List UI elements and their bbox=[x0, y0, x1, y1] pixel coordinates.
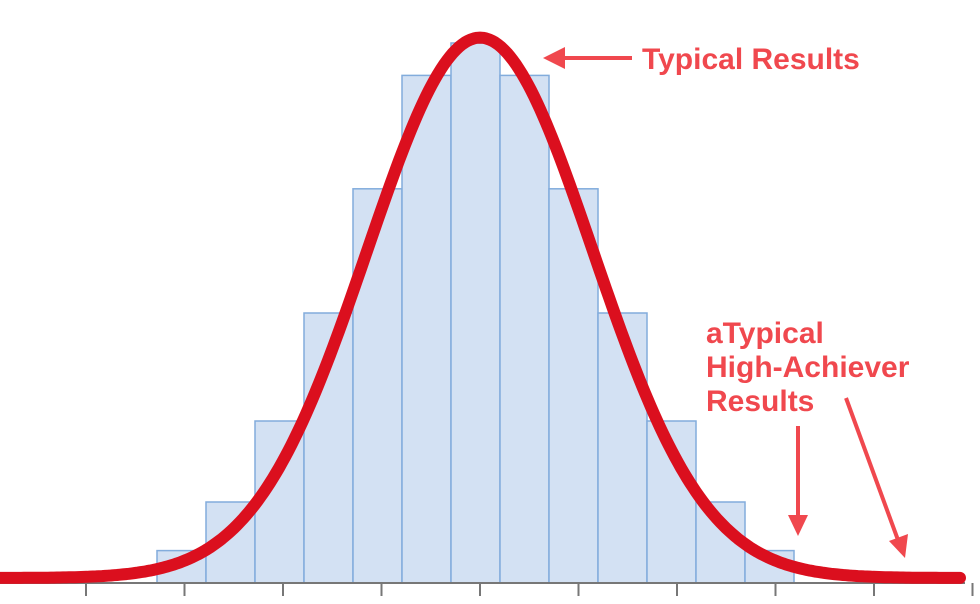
typical-arrow-head bbox=[543, 47, 565, 69]
atypical-label-line1: aTypical bbox=[706, 317, 824, 350]
atypical-label-line2: High-Achiever bbox=[706, 351, 910, 384]
histogram-bar bbox=[352, 188, 403, 584]
normal-curve bbox=[0, 31, 966, 584]
histogram-bar bbox=[401, 74, 452, 584]
histogram-bar bbox=[499, 74, 550, 584]
histogram-bar bbox=[450, 42, 501, 584]
atypical-label-line3: Results bbox=[706, 385, 814, 418]
annotations: Typical Results aTypical High-Achiever R… bbox=[543, 43, 910, 558]
atypical-arrow-down-head bbox=[788, 515, 808, 536]
typical-results-label: Typical Results bbox=[642, 43, 860, 76]
x-axis bbox=[0, 582, 974, 596]
atypical-arrow-diagonal bbox=[844, 397, 900, 541]
histogram-bar bbox=[597, 312, 648, 584]
atypical-arrow-diagonal-head bbox=[889, 534, 908, 558]
